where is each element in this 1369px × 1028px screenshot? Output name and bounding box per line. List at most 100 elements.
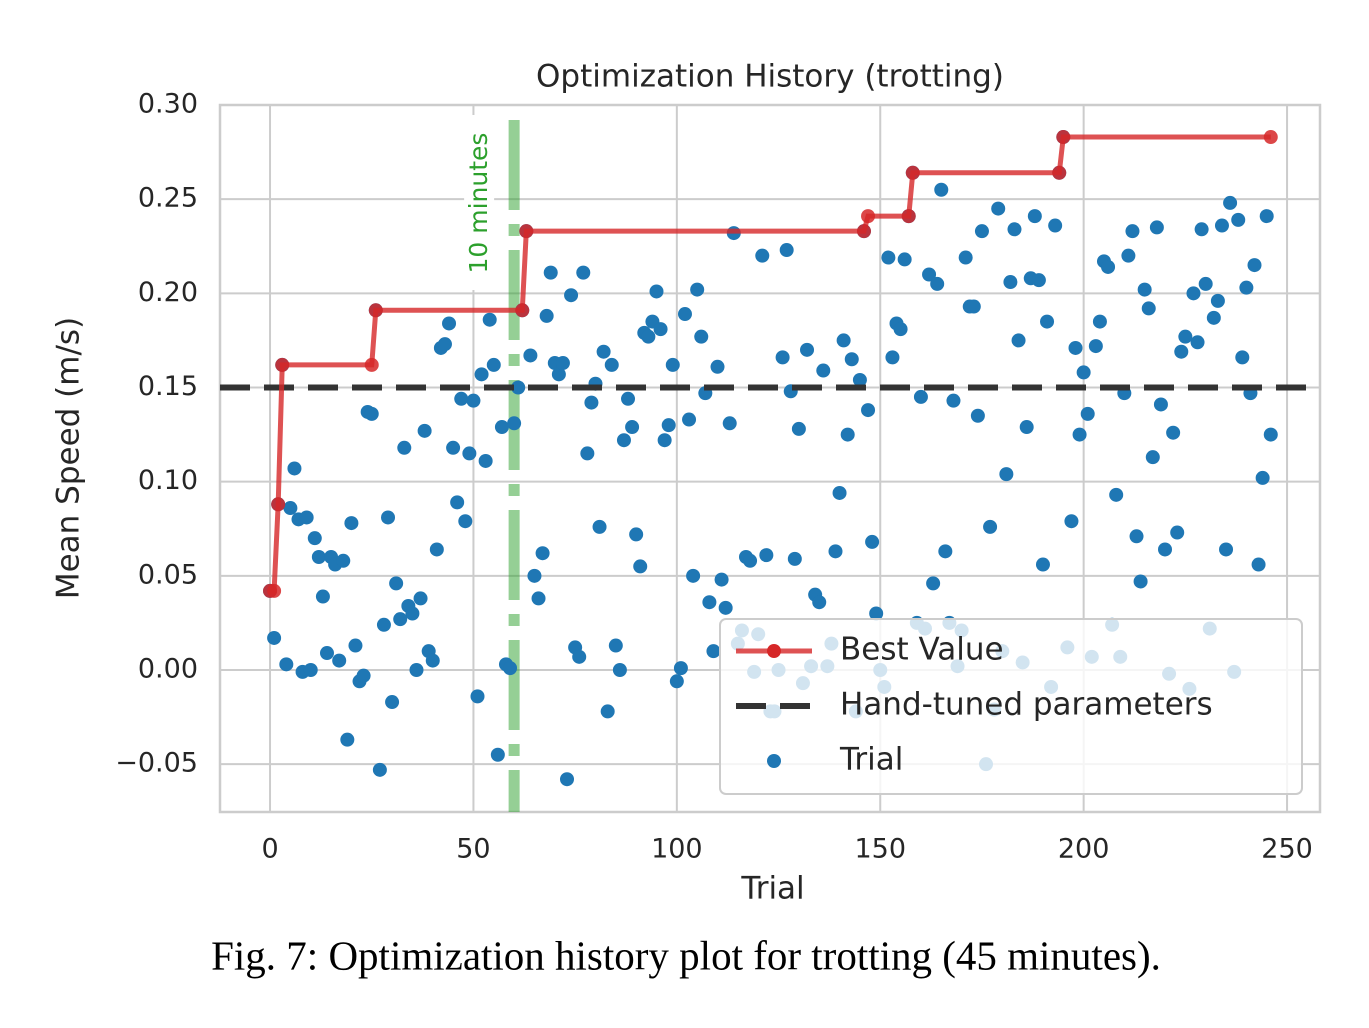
best-value-marker — [1056, 130, 1071, 145]
trial-point — [486, 357, 501, 372]
trial-point — [1255, 470, 1270, 485]
trial-point — [791, 421, 806, 436]
trial-point — [1247, 258, 1262, 273]
trial-point — [649, 284, 664, 299]
trial-point — [600, 704, 615, 719]
trial-point — [1092, 314, 1107, 329]
y-axis-label: Mean Speed (m/s) — [51, 317, 87, 599]
x-axis-label: Trial — [740, 871, 804, 907]
trial-point — [409, 662, 424, 677]
trial-point — [1121, 248, 1136, 263]
trial-point — [478, 453, 493, 468]
trial-point — [551, 367, 566, 382]
trial-point — [1194, 222, 1209, 237]
trial-point — [641, 329, 656, 344]
trial-point — [446, 440, 461, 455]
trial-point — [1149, 220, 1164, 235]
trial-point — [389, 576, 404, 591]
trial-point — [450, 495, 465, 510]
trial-point — [938, 544, 953, 559]
best-value-marker — [275, 357, 290, 372]
trial-point — [1003, 275, 1018, 290]
trial-point — [800, 342, 815, 357]
trial-point — [580, 446, 595, 461]
trial-point — [344, 516, 359, 531]
trial-point — [893, 322, 908, 337]
trial-point — [1019, 420, 1034, 435]
trial-point — [881, 250, 896, 265]
trial-point — [429, 542, 444, 557]
trial-point — [462, 446, 477, 461]
trial-point — [417, 423, 432, 438]
trial-point — [543, 265, 558, 280]
trial-point — [673, 661, 688, 676]
trial-point — [1027, 209, 1042, 224]
trial-point — [1174, 344, 1189, 359]
trial-point — [1153, 397, 1168, 412]
trial-point — [1080, 406, 1095, 421]
trial-point — [970, 408, 985, 423]
trial-point — [946, 393, 961, 408]
trial-point — [694, 329, 709, 344]
trial-point — [1251, 557, 1266, 572]
trial-point — [299, 510, 314, 525]
trial-point — [1263, 427, 1278, 442]
trial-point — [267, 630, 282, 645]
trial-point — [425, 653, 440, 668]
trial-point — [1141, 301, 1156, 316]
trial-point — [1170, 525, 1185, 540]
trial-point — [625, 420, 640, 435]
trial-point — [393, 612, 408, 627]
trial-point — [437, 337, 452, 352]
trial-point — [706, 644, 721, 659]
trial-point — [1109, 487, 1124, 502]
trial-point — [657, 433, 672, 448]
annotation-background — [464, 115, 495, 290]
trial-point — [991, 201, 1006, 216]
trial-point — [710, 359, 725, 374]
best-value-marker — [1263, 130, 1278, 145]
trial-point — [869, 606, 884, 621]
trial-point — [592, 519, 607, 534]
y-tick-label: 0.10 — [138, 465, 198, 496]
trial-point — [511, 380, 526, 395]
trial-point — [836, 333, 851, 348]
trial-point — [1031, 273, 1046, 288]
x-tick-label: 50 — [456, 834, 490, 865]
trial-point — [1011, 333, 1026, 348]
trial-point — [381, 510, 396, 525]
trial-point — [405, 606, 420, 621]
trial-point — [865, 534, 880, 549]
trial-point — [1068, 340, 1083, 355]
trial-point — [287, 461, 302, 476]
legend-box — [719, 618, 1303, 795]
trial-point — [319, 646, 334, 661]
trial-point — [303, 662, 318, 677]
trial-point — [926, 576, 941, 591]
trial-point — [584, 395, 599, 410]
y-tick-label: −0.05 — [115, 748, 198, 779]
trial-point — [1190, 335, 1205, 350]
trial-point — [555, 356, 570, 371]
trial-point — [340, 732, 355, 747]
trial-point — [482, 312, 497, 327]
trial-point — [474, 367, 489, 382]
best-value-marker — [1052, 165, 1067, 180]
y-tick-label: 0.25 — [138, 183, 198, 214]
trial-point — [775, 350, 790, 365]
trial-point — [779, 243, 794, 258]
y-tick-label: 0.05 — [138, 559, 198, 590]
legend-label: Trial — [839, 742, 903, 778]
trial-point — [1239, 280, 1254, 295]
x-tick-label: 100 — [651, 834, 703, 865]
annotation-label: 10 minutes — [464, 133, 493, 274]
trial-point — [930, 276, 945, 291]
trial-point — [356, 668, 371, 683]
trial-point — [621, 391, 636, 406]
best-value-marker — [901, 209, 916, 224]
trial-point — [490, 747, 505, 762]
trial-point — [861, 403, 876, 418]
trial-point — [1166, 425, 1181, 440]
trial-point — [832, 485, 847, 500]
